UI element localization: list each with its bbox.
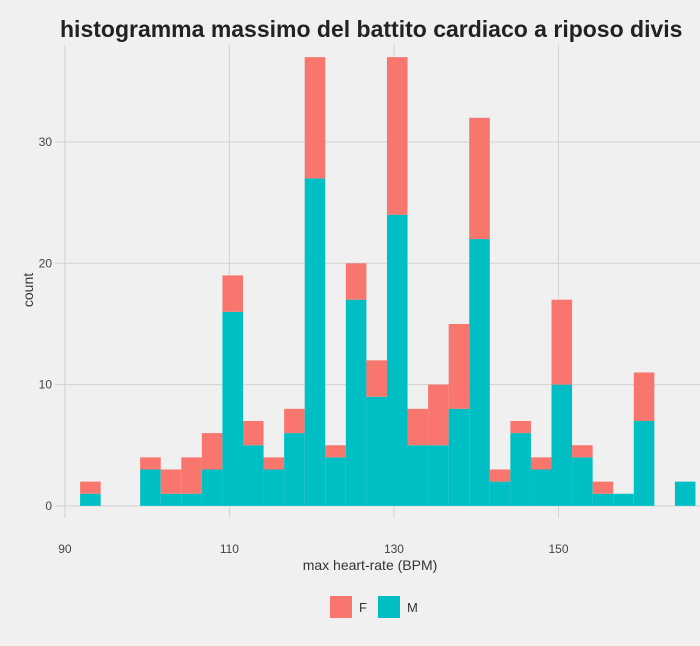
bar-f [386,57,408,215]
bar-m [572,457,593,506]
x-tick-label: 90 [58,542,72,556]
bar-f [201,433,223,470]
y-tick-label: 30 [39,135,53,149]
bar-m [201,469,223,506]
bar-m [407,445,429,506]
bar-m [242,445,264,506]
bar-m [325,457,346,506]
bar-m [469,239,490,506]
x-tick-label: 130 [384,542,404,556]
bar-f [428,384,449,446]
bar-f [448,323,470,409]
bar-m [80,493,101,506]
legend-label: F [359,600,367,615]
bar-f [530,457,552,470]
bar-m [489,481,511,506]
bar-m [140,469,161,506]
bar-m [530,469,552,506]
bar-f [407,408,429,446]
chart-title: histogramma massimo del battito cardiaco… [60,16,682,42]
bar-f [551,299,573,385]
bar-f [345,263,367,300]
bar-f [284,408,305,434]
legend-swatch [330,596,352,618]
bar-m [428,445,449,506]
bar-m [633,420,655,506]
y-tick-label: 0 [45,499,52,513]
bar-f [489,469,511,482]
y-axis-title: count [20,273,36,307]
bar-m [592,493,614,506]
bar-f [366,360,387,397]
bar-m [181,493,202,506]
bar-f [160,469,182,494]
bar-f [242,420,264,446]
bar-m [160,493,182,506]
bar-m [510,433,531,506]
bar-m [613,493,634,506]
bar-m [284,433,305,506]
bar-f [592,481,614,494]
bar-f [80,481,101,494]
bar-f [181,457,202,494]
x-tick-label: 110 [220,542,239,556]
bar-f [325,445,346,458]
bar-f [510,420,531,434]
axis-ticks: 90 110 130 150 0 10 20 30 [39,135,569,556]
bar-f [263,457,285,470]
y-tick-label: 10 [39,378,53,392]
bar-m [304,178,326,506]
bar-m [448,408,470,506]
histogram-bars [80,57,696,506]
bar-m [386,214,408,506]
x-axis-title: max heart-rate (BPM) [303,557,438,573]
bar-m [345,299,367,506]
legend-item-m: M [378,596,418,618]
bar-f [633,372,655,421]
legend-swatch [378,596,400,618]
bar-m [222,311,243,506]
bar-f [469,117,490,240]
legend-item-f: F [330,596,367,618]
legend-label: M [407,600,418,615]
bar-f [572,445,593,458]
bar-f [222,275,243,312]
bar-m [551,384,573,506]
bar-f [304,57,326,179]
bar-m [674,481,696,506]
bar-f [140,457,161,470]
x-tick-label: 150 [548,542,568,556]
bar-m [366,396,387,506]
bar-m [263,469,285,506]
y-tick-label: 20 [39,256,53,270]
